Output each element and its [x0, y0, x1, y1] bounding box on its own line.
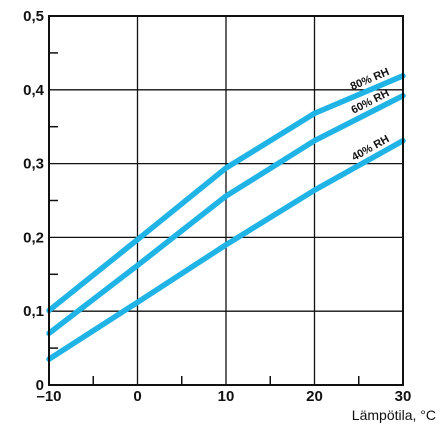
- grid: [49, 16, 403, 385]
- y-tick-label: 0: [36, 377, 44, 394]
- x-axis-title: Lämpötila, °C: [352, 407, 436, 423]
- y-tick-label: 0,3: [23, 156, 44, 173]
- series-line: [46, 137, 406, 362]
- series-line: [46, 73, 406, 314]
- series-lines: [46, 73, 406, 362]
- series-line: [46, 92, 406, 337]
- y-tick-labels: 0 0,1 0,2 0,3 0,4 0,5: [23, 8, 45, 394]
- x-tick-label: –10: [36, 388, 61, 405]
- x-tick-label: 10: [218, 388, 235, 405]
- x-tick-label: 0: [133, 388, 141, 405]
- y-tick-label: 0,2: [23, 229, 44, 246]
- x-tick-labels: –10 0 10 20 30: [36, 388, 411, 405]
- minor-ticks: [49, 52, 360, 385]
- plot-frame: [48, 15, 404, 386]
- x-tick-label: 30: [395, 388, 412, 405]
- y-tick-label: 0,5: [23, 8, 44, 25]
- y-tick-label: 0,4: [23, 82, 45, 99]
- x-tick-label: 20: [306, 388, 323, 405]
- y-tick-label: 0,1: [23, 303, 44, 320]
